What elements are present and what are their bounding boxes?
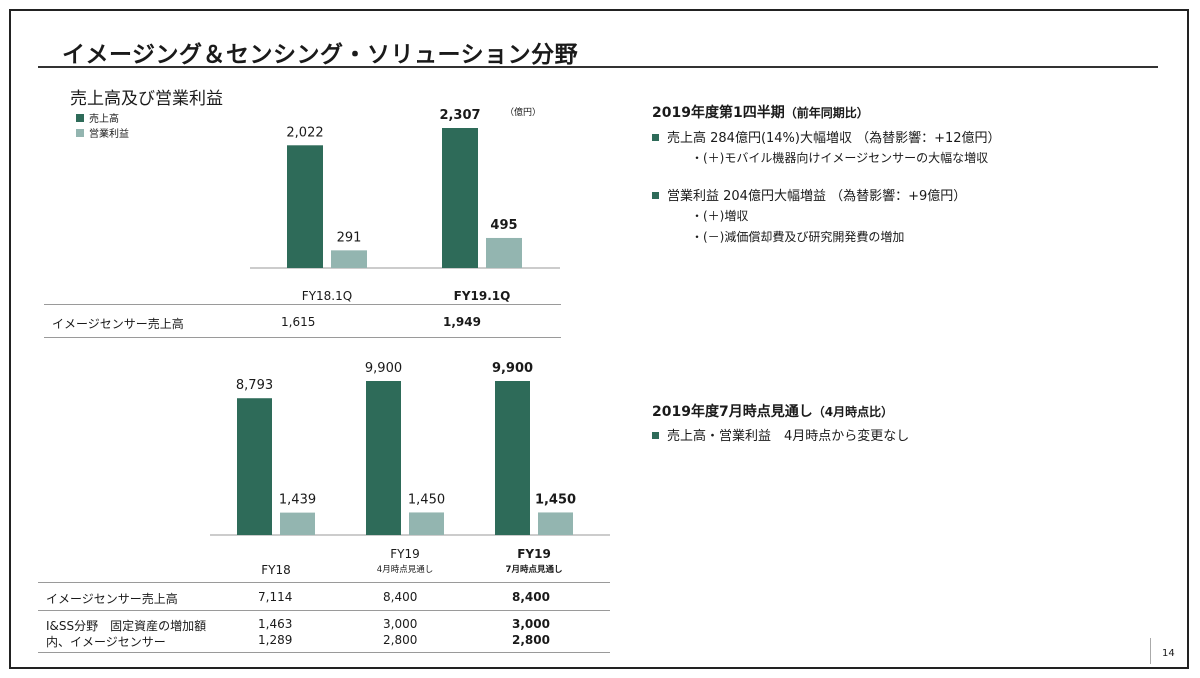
data-label: 1,450	[535, 492, 576, 507]
bottom-table-row2-fy19-apr: 3,000	[383, 617, 418, 631]
data-label: 291	[337, 230, 362, 245]
slide-frame	[9, 9, 1189, 669]
bottom-table-row1-label: イメージセンサー売上高	[46, 592, 178, 606]
fy-heading-text: 2019年度7月時点見通し	[652, 404, 813, 420]
bullet-icon	[652, 432, 659, 439]
fy-heading-note: （4月時点比）	[812, 405, 894, 419]
bottom-table-rule-bottom	[38, 652, 610, 653]
q1-profit-text: 営業利益 204億円大幅増益 （為替影響：+9億円）	[667, 189, 967, 204]
q1-profit-sub2: ・(－)減価償却費及び研究開発費の増加	[691, 230, 905, 244]
data-label: 9,900	[492, 361, 533, 376]
top-table-row-label: イメージセンサー売上高	[52, 317, 184, 331]
bar-sales	[287, 145, 323, 268]
q1-heading: 2019年度第1四半期（前年同期比）	[652, 102, 869, 122]
q1-heading-note: （前年同期比）	[784, 106, 869, 120]
bottom-table-row3-label: 内、イメージセンサー	[46, 635, 166, 649]
bottom-table-row2-fy19-jul: 3,000	[512, 617, 550, 631]
q1-sales-line: 売上高 284億円(14%)大幅増収 （為替影響：+12億円）	[652, 127, 1001, 146]
bar-sales	[442, 128, 478, 268]
bottom-table-rule-top	[38, 582, 610, 583]
top-table-value-fy19q1: 1,949	[443, 315, 481, 329]
legend-label-profit: 営業利益	[89, 129, 129, 140]
bar-sales	[237, 398, 272, 535]
q1-sales-text: 売上高 284億円(14%)大幅増収 （為替影響：+12億円）	[667, 131, 1001, 146]
data-label: 8,793	[236, 378, 273, 393]
bullet-icon	[652, 192, 659, 199]
category-label: FY18	[261, 563, 291, 577]
fy-line: 売上高・営業利益 4月時点から変更なし	[652, 425, 909, 444]
chart-subtitle: 売上高及び営業利益	[70, 89, 223, 109]
bottom-table-row3-fy18: 1,289	[258, 633, 293, 647]
bar-sales	[366, 381, 401, 535]
title-divider	[38, 66, 1158, 68]
top-table-rule-bottom	[44, 337, 561, 338]
fy-heading: 2019年度7月時点見通し（4月時点比）	[652, 401, 893, 421]
q1-profit-line: 営業利益 204億円大幅増益 （為替影響：+9億円）	[652, 185, 966, 204]
bar-profit	[331, 250, 367, 268]
bottom-table-row2-label: I&SS分野 固定資産の増加額	[46, 619, 207, 633]
bar-sales	[495, 381, 530, 535]
category-label: FY19	[390, 547, 420, 561]
page-number-divider	[1150, 638, 1151, 664]
bottom-table-row3-fy19-apr: 2,800	[383, 633, 418, 647]
fy-line-text: 売上高・営業利益 4月時点から変更なし	[667, 429, 910, 444]
page-number: 14	[1162, 648, 1175, 659]
top-table-rule-top	[44, 304, 561, 305]
data-label: 2,022	[286, 125, 323, 140]
bar-profit	[538, 512, 573, 535]
q1-sales-sub: ・(＋)モバイル機器向けイメージセンサーの大幅な増収	[691, 151, 989, 165]
bullet-icon	[652, 134, 659, 141]
data-label: 1,439	[279, 493, 316, 508]
legend-swatch-profit	[76, 128, 84, 137]
bar-profit	[409, 512, 444, 535]
data-label: 1,450	[408, 492, 445, 507]
chart-legend: 売上高 営業利益	[76, 110, 129, 140]
top-table-value-fy18q1: 1,615	[281, 315, 316, 329]
data-label: 2,307	[439, 108, 480, 123]
category-label: FY19	[517, 547, 551, 561]
legend-item-profit: 営業利益	[76, 125, 129, 140]
bottom-table-row1-fy19-jul: 8,400	[512, 590, 550, 604]
legend-swatch-sales	[76, 113, 84, 122]
bottom-table-rule-middle	[38, 610, 610, 611]
data-label: 495	[490, 218, 517, 233]
bar-profit	[280, 512, 315, 535]
bottom-table-row1-fy18: 7,114	[258, 590, 293, 604]
bottom-table-row1-fy19-apr: 8,400	[383, 590, 418, 604]
page-title: イメージング＆センシング・ソリューション分野	[62, 42, 579, 68]
category-sublabel: 7月時点見通し	[506, 564, 563, 575]
legend-label-sales: 売上高	[89, 114, 119, 125]
bottom-table-row3-fy19-jul: 2,800	[512, 633, 550, 647]
category-sublabel: 4月時点見通し	[377, 564, 433, 575]
category-label: FY18.1Q	[302, 289, 352, 303]
legend-item-sales: 売上高	[76, 110, 129, 125]
bar-profit	[486, 237, 522, 268]
q1-heading-text: 2019年度第1四半期	[652, 105, 785, 121]
category-label: FY19.1Q	[454, 289, 511, 303]
q1-profit-sub1: ・(＋)増収	[691, 209, 749, 223]
unit-label: （億円）	[505, 108, 542, 118]
bottom-table-row2-fy18: 1,463	[258, 617, 293, 631]
data-label: 9,900	[365, 361, 402, 376]
